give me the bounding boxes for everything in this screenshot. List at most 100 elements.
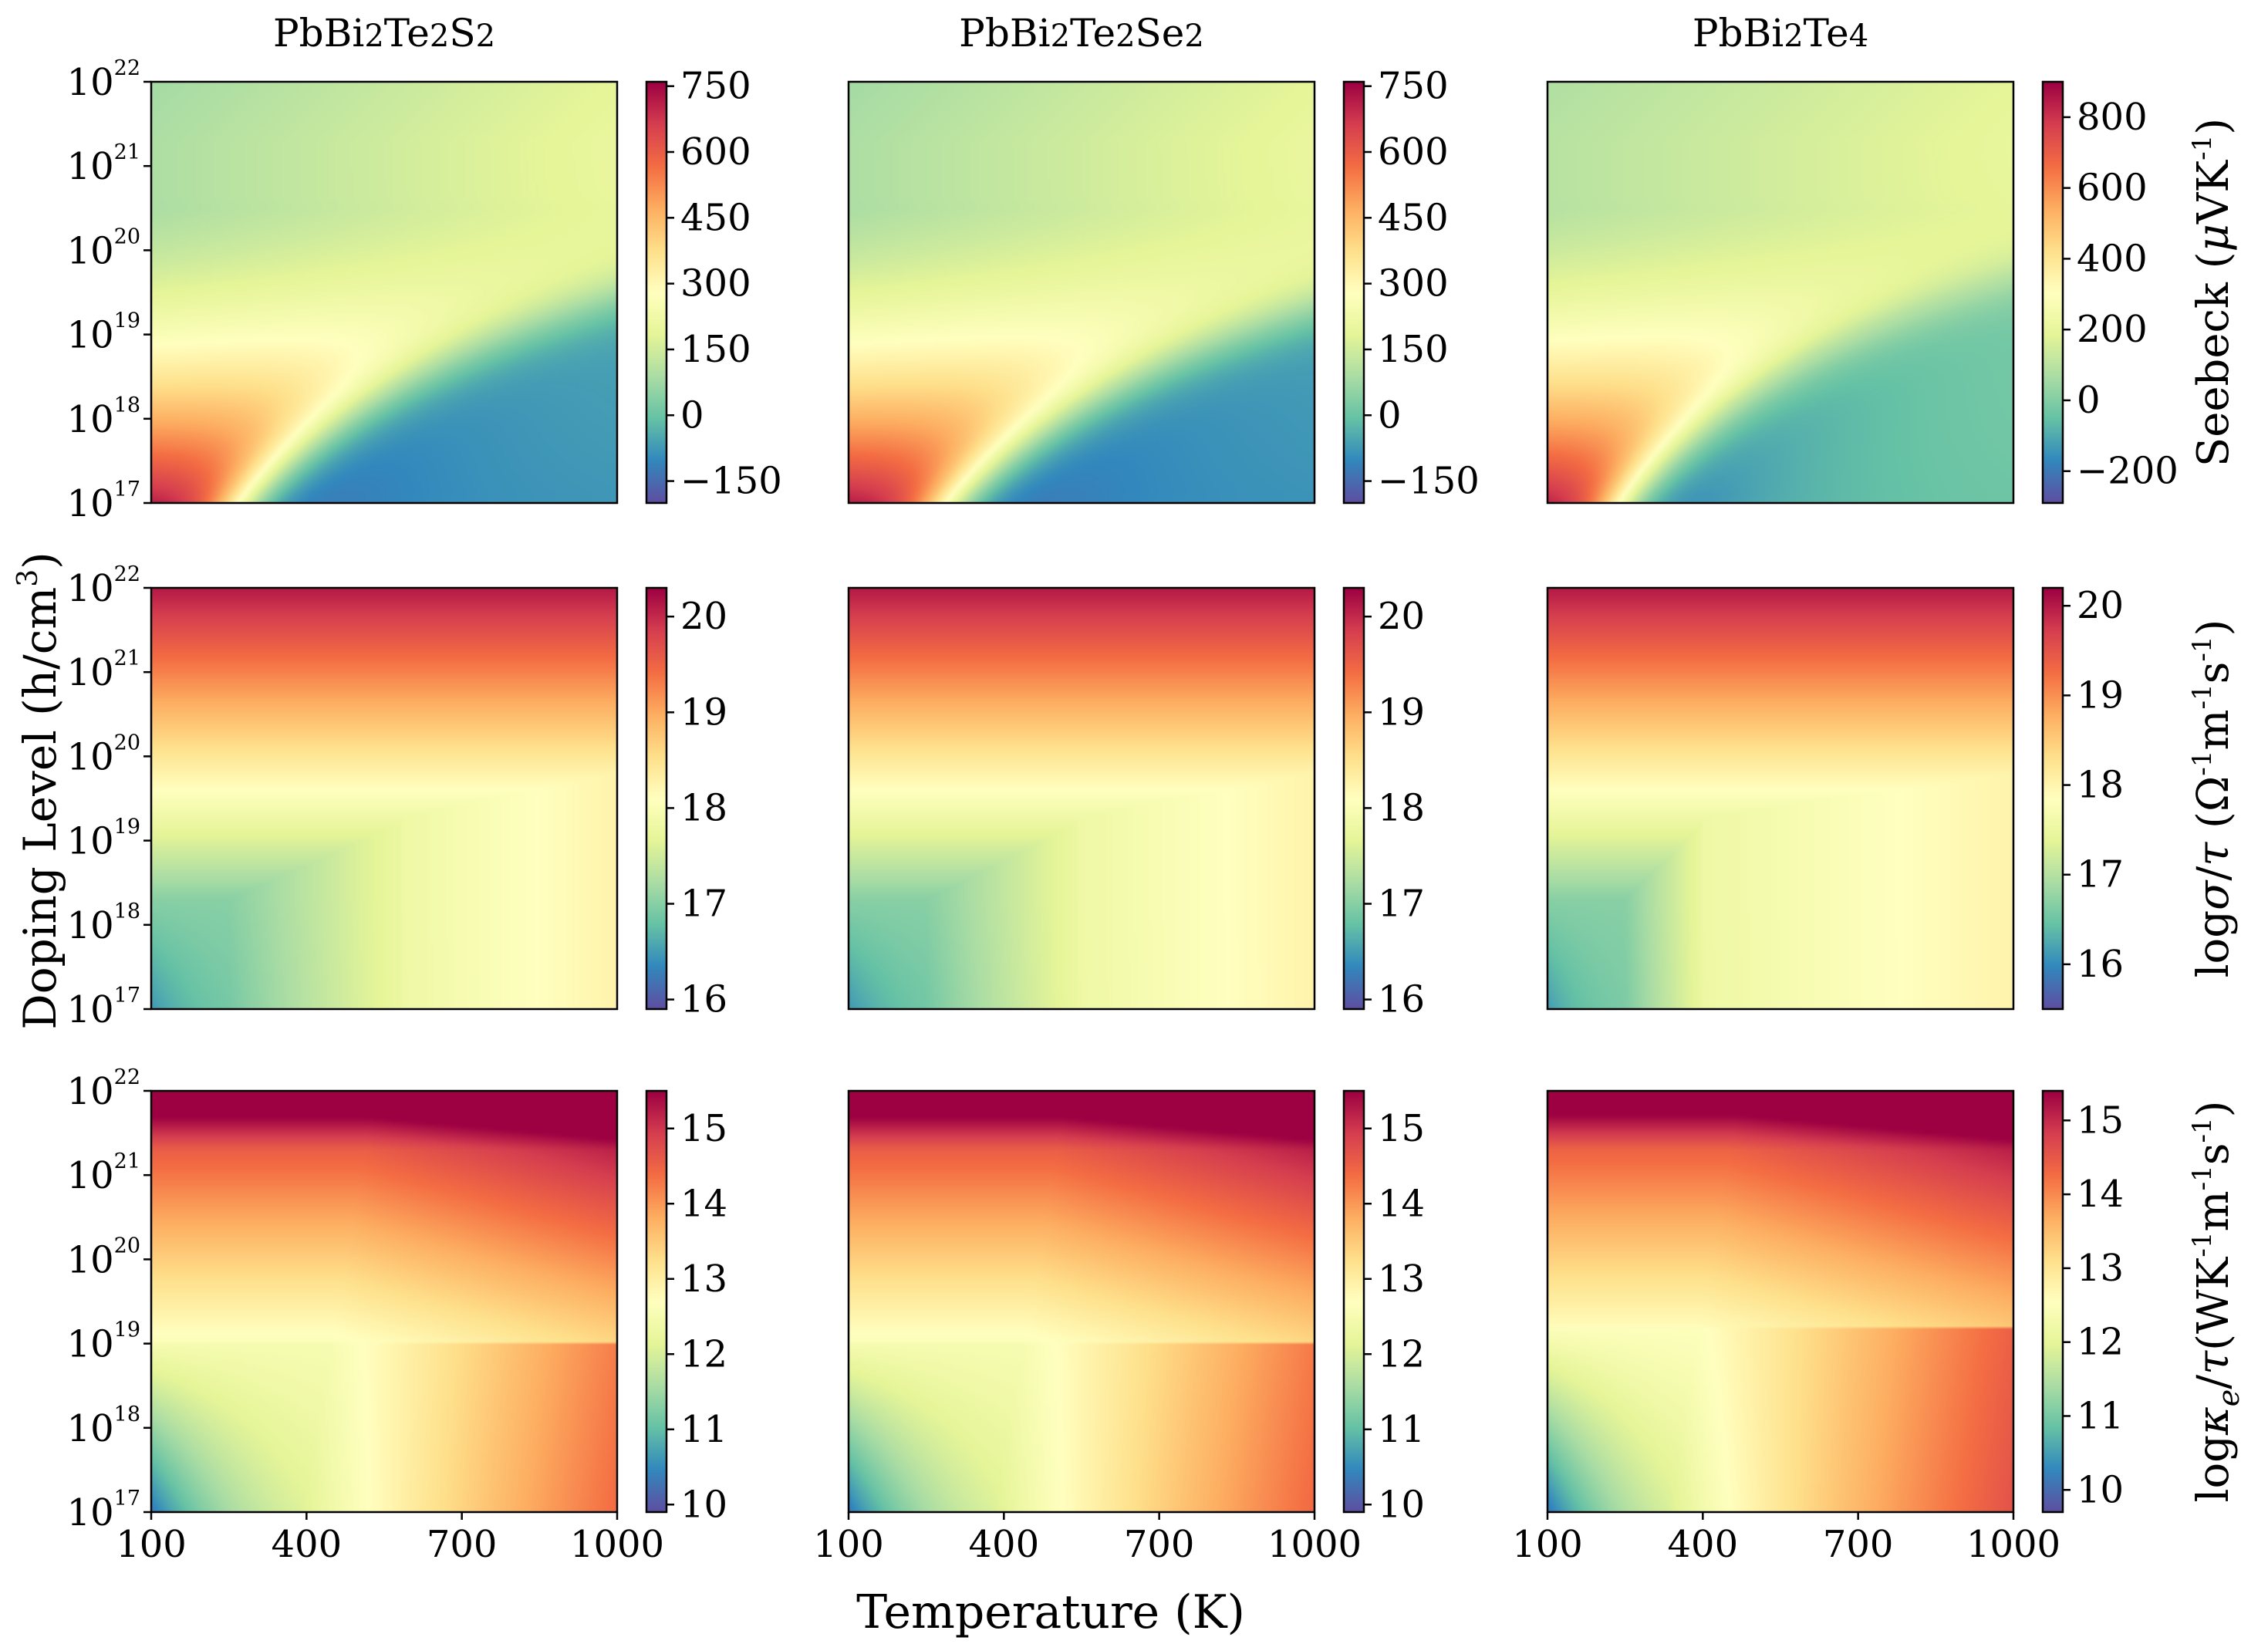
colorbar-tick-label: 300 — [1378, 262, 1449, 306]
x-tick-label: 1000 — [570, 1523, 664, 1566]
colorbar-tick-label: 11 — [2077, 1394, 2124, 1437]
heatmap-field — [1547, 1091, 2013, 1512]
y-tick-label: 1019 — [67, 1318, 140, 1366]
panel-1-0: 1017 1018 1019 1020 1021 1022 20 19 18 17 16 — [67, 562, 728, 1031]
colorbar-frame — [645, 586, 668, 1011]
colorbar-tick-label: 18 — [1378, 786, 1425, 829]
x-tick-label: 700 — [1124, 1523, 1195, 1566]
x-tick-label: 100 — [1512, 1523, 1583, 1566]
y-tick-label: 1017 — [67, 1487, 140, 1534]
colorbar-tick-label: 19 — [2077, 673, 2124, 717]
colorbar-tick-label: 18 — [680, 786, 727, 829]
y-tick-label: 1022 — [67, 1065, 140, 1113]
colorbar-tick-label: −150 — [1378, 460, 1480, 503]
plot-frame — [847, 1089, 1316, 1514]
colorbar-tick-label: 10 — [680, 1483, 727, 1526]
x-tick-label: 100 — [116, 1523, 187, 1566]
colorbar-tick-label: 12 — [2077, 1321, 2124, 1364]
y-tick-label: 1018 — [67, 900, 140, 947]
plot-frame — [847, 80, 1316, 505]
heatmap-field — [151, 1091, 617, 1512]
colorbar-frame — [2041, 1089, 2064, 1514]
heatmap-field — [151, 588, 617, 1009]
plot-frame — [150, 80, 619, 505]
y-tick-label: 1022 — [67, 56, 140, 104]
colorbar-tick-label: 20 — [1378, 595, 1425, 638]
colorbar-gradient — [646, 82, 667, 503]
heatmap-field — [1547, 588, 2013, 1009]
x-tick-label: 1000 — [1267, 1523, 1362, 1566]
colorbar-gradient — [646, 1091, 667, 1512]
panel-1-2: 20 19 18 17 16 — [1546, 584, 2124, 1011]
colorbar-tick-label: 20 — [680, 595, 727, 638]
colorbar-tick-label: 12 — [680, 1332, 727, 1376]
panel-0-1: 750 600 450 300 150 0 −150 — [847, 65, 1480, 505]
panel-0-0: 1017 1018 1019 1020 1021 1022 750 600 450 300 150 0… — [67, 56, 782, 525]
colorbar-tick-label: 0 — [680, 393, 704, 437]
colorbar-tick-label: 400 — [2077, 237, 2148, 280]
x-tick-label: 400 — [272, 1523, 343, 1566]
colorbar-gradient — [2043, 82, 2063, 503]
colorbar-tick-label: 19 — [680, 690, 727, 734]
plot-frame — [847, 586, 1316, 1011]
colorbar-tick-label: 19 — [1378, 690, 1425, 734]
colorbar-tick-label: 16 — [2077, 943, 2124, 986]
colorbar-tick-label: 17 — [1378, 883, 1425, 926]
colorbar-frame — [1342, 80, 1365, 505]
colorbar-frame — [2041, 586, 2064, 1011]
colorbar-tick-label: 150 — [680, 328, 751, 371]
row-label-0: Seebeck (μVK-1) — [2187, 118, 2239, 467]
colorbar-tick-label: 600 — [680, 130, 751, 174]
panel-2-0: 1017 1018 1019 1020 1021 1022 100 400 700 1000 15 1… — [67, 1065, 728, 1566]
column-title-2: PbBi2Te4 — [1693, 11, 1868, 56]
plot-frame — [150, 1089, 619, 1514]
panel-0-2: 800 600 400 200 0 −200 — [1546, 80, 2179, 505]
colorbar-tick-label: 150 — [1378, 328, 1449, 371]
x-tick-label: 100 — [813, 1523, 884, 1566]
colorbar-tick-label: 15 — [1378, 1107, 1425, 1150]
colorbar-tick-label: 11 — [680, 1408, 727, 1451]
colorbar-tick-label: −200 — [2077, 450, 2179, 493]
colorbar-tick-label: 450 — [1378, 196, 1449, 239]
row-label-1: logσ/τ (Ω-1m-1s-1) — [2187, 619, 2239, 978]
colorbar-tick-label: 13 — [1378, 1257, 1425, 1301]
colorbar-tick-label: 20 — [2077, 584, 2124, 627]
colorbar-gradient — [1344, 82, 1364, 503]
colorbar-tick-label: 600 — [1378, 130, 1449, 174]
colorbar-tick-label: 750 — [680, 65, 751, 108]
x-tick-label: 400 — [969, 1523, 1040, 1566]
plot-frame — [150, 586, 619, 1011]
colorbar-gradient — [646, 588, 667, 1009]
colorbar-tick-label: 10 — [1378, 1483, 1425, 1526]
row-label-2: logκe/τ(WK-1m-1s-1) — [2187, 1101, 2246, 1503]
colorbar-tick-label: 14 — [1378, 1182, 1425, 1225]
colorbar-tick-label: −150 — [680, 460, 782, 503]
x-tick-label: 400 — [1668, 1523, 1739, 1566]
heatmap-field — [849, 588, 1315, 1009]
y-tick-label: 1022 — [67, 562, 140, 610]
y-tick-label: 1019 — [67, 309, 140, 357]
colorbar-tick-label: 15 — [2077, 1099, 2124, 1142]
colorbar-gradient — [2043, 588, 2063, 1009]
colorbar-tick-label: 12 — [1378, 1332, 1425, 1376]
column-title-1: PbBi2Te2Se2 — [959, 11, 1204, 56]
colorbar-tick-label: 10 — [2077, 1468, 2124, 1511]
colorbar-tick-label: 17 — [680, 883, 727, 926]
y-tick-label: 1021 — [67, 1149, 140, 1197]
colorbar-tick-label: 13 — [680, 1257, 727, 1301]
y-tick-label: 1019 — [67, 815, 140, 863]
heatmap-field — [151, 82, 617, 503]
heatmap-field — [849, 82, 1315, 503]
y-tick-label: 1017 — [67, 984, 140, 1031]
y-tick-label: 1020 — [67, 731, 140, 778]
column-title-0: PbBi2Te2S2 — [273, 11, 495, 56]
colorbar-tick-label: 11 — [1378, 1408, 1425, 1451]
heatmap-field — [849, 1091, 1315, 1512]
x-tick-label: 700 — [427, 1523, 498, 1566]
colorbar-gradient — [1344, 1091, 1364, 1512]
colorbar-tick-label: 750 — [1378, 65, 1449, 108]
colorbar-gradient — [2043, 1091, 2063, 1512]
colorbar-tick-label: 0 — [1378, 393, 1402, 437]
panel-2-1: 100 400 700 1000 15 14 13 12 11 10 — [813, 1089, 1425, 1566]
